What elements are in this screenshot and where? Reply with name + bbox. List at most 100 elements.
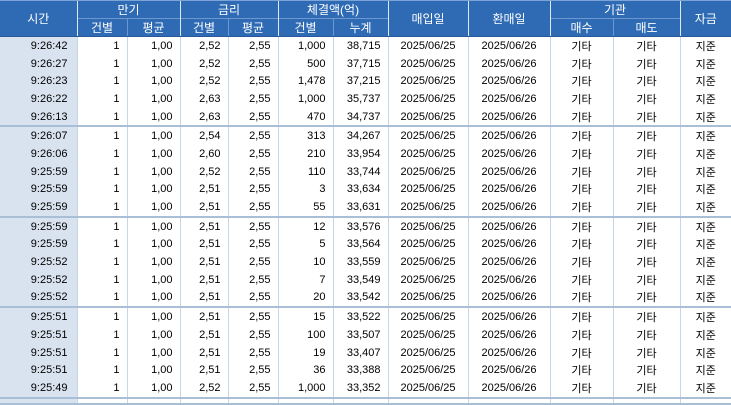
table-row[interactable]: 9:25:52 1 1,00 2,51 2,55 7 33,549 2025/06/25 202… [0,270,731,289]
cell-funds: 지준 [679,253,731,271]
table-row[interactable]: 9:26:22 1 1,00 2,63 2,55 1,000 35,737 2025/06/2… [0,90,731,108]
cell-amount_each: 12 [277,216,333,236]
cell-amount_cumulative: 33,744 [332,162,388,181]
cell-repurchase_date: 2025/06/26 [467,162,550,181]
cell-purchase_date: 2025/06/25 [387,107,468,128]
table-row[interactable]: 9:25:59 1 1,00 2,51 2,55 5 33,564 2025/06/25 202… [0,235,731,254]
table-row[interactable]: 9:25:49 1 1,00 2,52 2,55 1,000 33,352 2025/06/2… [0,379,731,399]
cell-purchase_date: 2025/06/25 [387,307,468,326]
table-row[interactable]: 9:25:51 1 1,00 2,51 2,55 100 33,507 2025/06/25 2… [0,326,731,344]
table-row[interactable]: 9:25:59 1 1,00 2,51 2,55 3 33,634 2025/06/25 202… [0,180,731,199]
cell-maturity_avg: 1,00 [126,270,180,289]
cell-time: 9:25:51 [0,361,77,380]
cell-rate_avg: 2,55 [227,198,278,218]
table-row[interactable]: 9:25:59 1 1,00 2,51 2,55 12 33,576 2025/06/25 20… [0,216,731,236]
cell-institution_buy: 기타 [549,198,613,218]
table-row[interactable]: 9:26:27 1 1,00 2,52 2,55 500 37,715 2025/06/25 2… [0,54,731,73]
cell-purchase_date: 2025/06/25 [387,198,468,218]
cell-maturity_each: 1 [76,145,127,163]
table-row[interactable]: 9:25:52 1 1,00 2,51 2,55 10 33,559 2025/06/25 20… [0,253,731,271]
cell-amount_cumulative: 33,352 [332,379,388,399]
col-header-amount: 체결액(억) [277,0,388,19]
cell-rate_avg: 2,55 [227,288,278,309]
table-row[interactable]: 9:26:07 1 1,00 2,54 2,55 313 34,267 2025/06/25 2… [0,126,731,146]
cell-maturity_avg: 1,00 [126,307,180,326]
col-header-maturity-per-case: 건별 [76,18,127,37]
table-row[interactable]: 9:26:23 1 1,00 2,52 2,55 1,478 37,215 2025/06/2… [0,72,731,91]
cell-funds: 지준 [679,235,731,254]
cell-amount_cumulative: 37,715 [332,54,388,73]
cell-maturity_avg: 1,00 [126,361,180,380]
cell-purchase_date: 2025/06/25 [387,379,468,399]
col-header-rate-average: 평균 [227,18,278,37]
col-header-amount-cumulative: 누계 [332,18,388,37]
cell-maturity_avg: 1,00 [126,253,180,271]
col-header-maturity-average: 평균 [126,18,180,37]
table-partial-row [0,397,731,405]
cell-institution_sell: 기타 [612,235,680,254]
cell-amount_cumulative: 33,542 [332,288,388,309]
cell-rate_each: 2,54 [179,126,228,146]
cell-funds: 지준 [679,307,731,326]
cell-time: 9:25:59 [0,180,77,199]
cell-maturity_each: 1 [76,270,127,289]
cell-purchase_date: 2025/06/25 [387,126,468,146]
cell-repurchase_date: 2025/06/26 [467,307,550,326]
cell-time: 9:25:59 [0,162,77,181]
cell-purchase_date: 2025/06/25 [387,162,468,181]
cell-time: 9:25:51 [0,326,77,344]
table-row[interactable]: 9:26:42 1 1,00 2,52 2,55 1,000 38,715 2025/06/2… [0,36,731,55]
cell-time: 9:26:42 [0,36,77,55]
cell-funds: 지준 [679,162,731,181]
cell-maturity_avg: 1,00 [126,326,180,344]
cell-maturity_avg: 1,00 [126,107,180,128]
cell-rate_each: 2,51 [179,216,228,236]
cell-institution_buy: 기타 [549,288,613,309]
cell-rate_avg: 2,55 [227,36,278,55]
cell-rate_each: 2,51 [179,180,228,199]
table-row[interactable]: 9:26:06 1 1,00 2,60 2,55 210 33,954 2025/06/25 2… [0,145,731,163]
cell-institution_buy: 기타 [549,162,613,181]
cell-rate_each: 2,51 [179,307,228,326]
table-row[interactable]: 9:25:59 1 1,00 2,52 2,55 110 33,744 2025/06/25 2… [0,162,731,181]
cell-maturity_each: 1 [76,54,127,73]
cell-time: 9:26:13 [0,107,77,128]
cell-purchase_date: 2025/06/25 [387,326,468,344]
cell-purchase_date: 2025/06/25 [387,36,468,55]
cell-institution_sell: 기타 [612,72,680,91]
table-row[interactable]: 9:26:13 1 1,00 2,63 2,55 470 34,737 2025/06/25 2… [0,107,731,128]
cell-institution_buy: 기타 [549,180,613,199]
cell-institution_sell: 기타 [612,379,680,399]
cell-rate_avg: 2,55 [227,326,278,344]
cell-maturity_avg: 1,00 [126,198,180,218]
table-row[interactable]: 9:25:59 1 1,00 2,51 2,55 55 33,631 2025/06/25 20… [0,198,731,218]
cell-institution_buy: 기타 [549,379,613,399]
table-row[interactable]: 9:25:51 1 1,00 2,51 2,55 15 33,522 2025/06/25 20… [0,307,731,326]
cell-amount_cumulative: 33,631 [332,198,388,218]
cell-amount_cumulative: 33,634 [332,180,388,199]
cell-rate_each: 2,51 [179,198,228,218]
cell-rate_each: 2,51 [179,270,228,289]
cell-institution_sell: 기타 [612,180,680,199]
cell-funds: 지준 [679,180,731,199]
col-header-rate: 금리 [179,0,278,19]
cell-amount_each: 313 [277,126,333,146]
cell-funds: 지준 [679,343,731,362]
cell-repurchase_date: 2025/06/26 [467,270,550,289]
cell-rate_avg: 2,55 [227,107,278,128]
cell-maturity_avg: 1,00 [126,90,180,108]
cell-institution_sell: 기타 [612,107,680,128]
cell-institution_sell: 기타 [612,361,680,380]
cell-rate_each: 2,52 [179,36,228,55]
cell-rate_avg: 2,55 [227,90,278,108]
cell-institution_buy: 기타 [549,235,613,254]
cell-rate_each: 2,51 [179,361,228,380]
table-row[interactable]: 9:25:52 1 1,00 2,51 2,55 20 33,542 2025/06/25 20… [0,288,731,309]
table-row[interactable]: 9:25:51 1 1,00 2,51 2,55 19 33,407 2025/06/25 20… [0,343,731,362]
cell-maturity_each: 1 [76,72,127,91]
cell-amount_each: 100 [277,326,333,344]
cell-repurchase_date: 2025/06/26 [467,36,550,55]
cell-rate_each: 2,51 [179,235,228,254]
cell-maturity_each: 1 [76,180,127,199]
table-row[interactable]: 9:25:51 1 1,00 2,51 2,55 36 33,388 2025/06/25 20… [0,361,731,380]
